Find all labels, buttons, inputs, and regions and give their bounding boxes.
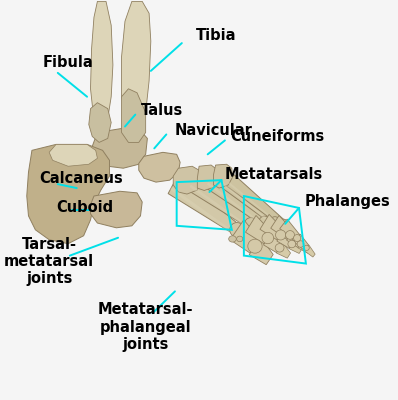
Polygon shape	[139, 152, 180, 182]
Ellipse shape	[248, 239, 262, 253]
Polygon shape	[228, 182, 283, 227]
Text: Phalanges: Phalanges	[304, 194, 390, 210]
Polygon shape	[263, 231, 283, 253]
Ellipse shape	[237, 236, 243, 242]
Polygon shape	[260, 214, 284, 240]
Ellipse shape	[262, 232, 274, 244]
Ellipse shape	[270, 217, 280, 227]
Polygon shape	[189, 184, 250, 229]
Polygon shape	[27, 144, 109, 244]
Polygon shape	[121, 89, 146, 142]
Text: Cuneiforms: Cuneiforms	[230, 129, 324, 144]
Polygon shape	[280, 219, 300, 241]
Polygon shape	[121, 1, 151, 128]
Polygon shape	[294, 234, 309, 250]
Ellipse shape	[275, 244, 284, 252]
Polygon shape	[289, 240, 302, 254]
Ellipse shape	[285, 230, 295, 239]
Polygon shape	[271, 216, 293, 240]
Polygon shape	[90, 1, 113, 128]
Polygon shape	[205, 173, 267, 226]
Ellipse shape	[297, 241, 304, 247]
Polygon shape	[276, 243, 291, 258]
Polygon shape	[197, 165, 217, 190]
Polygon shape	[89, 103, 111, 142]
Polygon shape	[168, 175, 240, 234]
Polygon shape	[49, 144, 98, 166]
Text: Calcaneus: Calcaneus	[39, 171, 123, 186]
Ellipse shape	[229, 236, 236, 242]
Polygon shape	[90, 191, 142, 228]
Polygon shape	[246, 216, 271, 244]
Text: Cuboid: Cuboid	[56, 200, 113, 216]
Text: Fibula: Fibula	[42, 56, 93, 70]
Polygon shape	[173, 166, 201, 194]
Ellipse shape	[230, 222, 244, 237]
Polygon shape	[277, 229, 295, 248]
Ellipse shape	[244, 218, 257, 230]
Ellipse shape	[279, 219, 288, 228]
Ellipse shape	[294, 234, 301, 242]
Polygon shape	[221, 181, 274, 226]
Polygon shape	[214, 164, 232, 188]
Text: Tarsal-
metatarsal
joints: Tarsal- metatarsal joints	[4, 237, 94, 286]
Text: Metatarsal-
phalangeal
joints: Metatarsal- phalangeal joints	[98, 302, 193, 352]
Text: Tibia: Tibia	[196, 28, 236, 43]
Polygon shape	[249, 238, 273, 265]
Ellipse shape	[304, 245, 309, 250]
Ellipse shape	[259, 216, 270, 228]
Text: Navicular: Navicular	[175, 123, 253, 138]
Polygon shape	[219, 173, 277, 225]
Polygon shape	[304, 245, 315, 257]
Polygon shape	[188, 174, 253, 228]
Ellipse shape	[288, 240, 296, 248]
Polygon shape	[230, 220, 260, 253]
Polygon shape	[92, 128, 147, 168]
Polygon shape	[170, 187, 236, 236]
Ellipse shape	[275, 230, 286, 240]
Text: Metatarsals: Metatarsals	[225, 167, 323, 182]
Polygon shape	[298, 240, 310, 253]
Polygon shape	[287, 230, 303, 248]
Polygon shape	[226, 174, 285, 227]
Text: Talus: Talus	[140, 103, 183, 118]
Polygon shape	[207, 182, 263, 226]
